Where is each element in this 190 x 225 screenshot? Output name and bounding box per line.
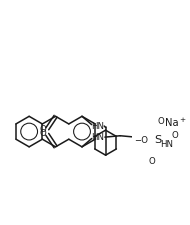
Text: HN: HN	[91, 133, 105, 142]
Text: O: O	[172, 131, 178, 140]
Text: O: O	[149, 157, 155, 166]
Text: Na: Na	[165, 118, 178, 128]
Text: HN: HN	[91, 122, 105, 130]
Text: +: +	[179, 117, 185, 123]
Text: HN: HN	[160, 140, 173, 148]
Text: O: O	[158, 117, 165, 126]
Text: −O: −O	[134, 136, 148, 145]
Text: S: S	[155, 135, 162, 145]
Text: O: O	[40, 129, 47, 138]
Text: O: O	[40, 125, 47, 134]
